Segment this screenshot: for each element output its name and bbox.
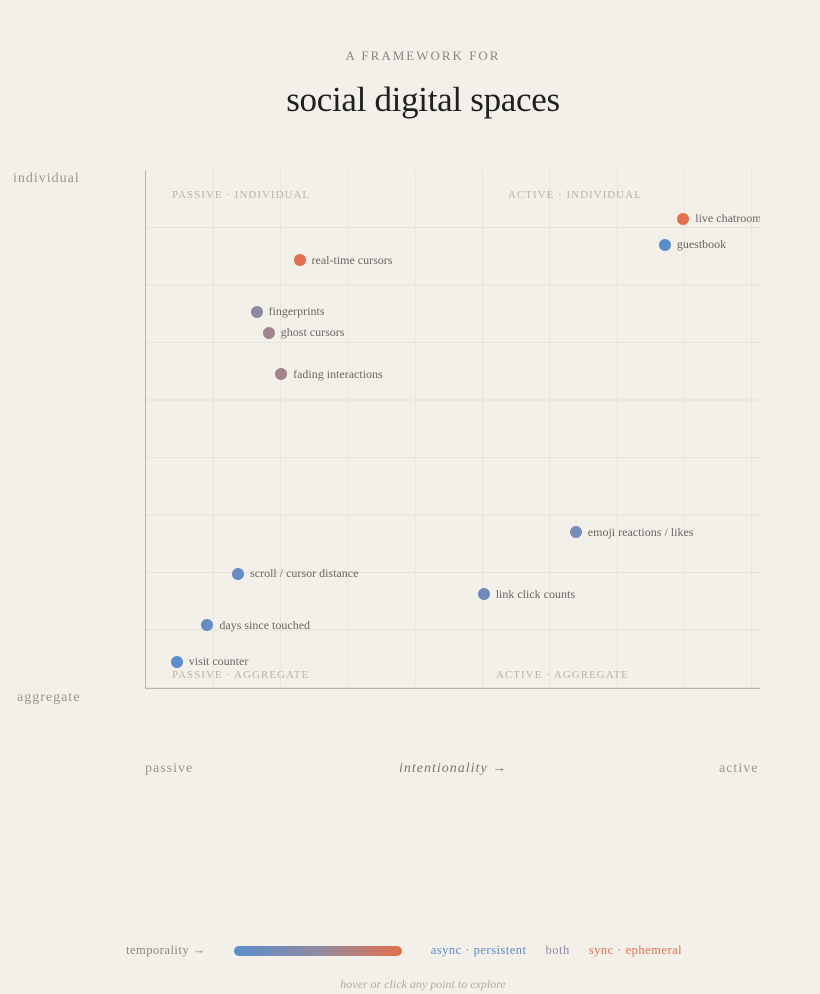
data-point[interactable]: fading interactions — [275, 367, 383, 382]
data-point[interactable]: emoji reactions / likes — [569, 524, 694, 540]
data-point-label: scroll / cursor distance — [250, 566, 359, 581]
temporality-gradient-bar — [233, 945, 402, 956]
data-point-label: emoji reactions / likes — [587, 524, 694, 539]
data-point-dot[interactable] — [569, 526, 582, 539]
interaction-hint: hover or click any point to explore — [340, 977, 506, 991]
data-point[interactable]: guestbook — [658, 237, 727, 252]
data-point-label: visit counter — [188, 654, 249, 669]
plot-grid — [146, 170, 760, 688]
y-axis-min-label: aggregate — [17, 690, 81, 705]
page-kicker: A FRAMEWORK FOR — [345, 48, 501, 63]
data-point-label: live chatroom — [695, 211, 760, 226]
data-point-dot[interactable] — [477, 588, 490, 601]
y-axis-max-label: individual — [13, 171, 80, 186]
page-title: social digital spaces — [286, 80, 560, 119]
quadrant-label-top-left: PASSIVE · INDIVIDUAL — [172, 189, 311, 201]
data-point[interactable]: ghost cursors — [262, 325, 345, 340]
x-axis-max-label: active — [719, 761, 759, 776]
legend-async: async · persistent — [430, 943, 527, 957]
data-point-dot[interactable] — [275, 368, 288, 381]
data-point[interactable]: days since touched — [201, 618, 310, 633]
data-point-dot[interactable] — [201, 619, 214, 632]
data-point[interactable]: visit counter — [170, 654, 249, 669]
data-point[interactable]: scroll / cursor distance — [232, 566, 358, 581]
data-point-label: link click counts — [495, 586, 576, 601]
data-point[interactable]: real-time cursors — [293, 252, 393, 268]
data-point-label: days since touched — [219, 617, 311, 632]
x-axis-min-label: passive — [145, 761, 194, 776]
legend-sync: sync · ephemeral — [588, 943, 683, 957]
scatter-plot: PASSIVE · INDIVIDUAL ACTIVE · INDIVIDUAL… — [145, 170, 760, 689]
data-point-dot[interactable] — [250, 305, 263, 318]
temporality-legend: temporality → async · persistent both sy… — [126, 943, 682, 958]
quadrant-label-bottom-right: ACTIVE · AGGREGATE — [496, 669, 629, 681]
data-point-label: guestbook — [676, 237, 727, 252]
data-point[interactable]: fingerprints — [250, 304, 325, 319]
x-axis-title: intentionality → — [399, 761, 508, 776]
data-point-dot[interactable] — [232, 567, 245, 580]
data-point-dot[interactable] — [293, 254, 306, 267]
data-point-label: fading interactions — [293, 366, 383, 381]
data-point-dot[interactable] — [677, 212, 690, 225]
data-point-dot[interactable] — [170, 655, 183, 668]
data-point[interactable]: live chatroom — [677, 211, 760, 226]
quadrant-label-top-right: ACTIVE · INDIVIDUAL — [508, 189, 642, 201]
legend-both: both — [545, 943, 570, 957]
data-point-dot[interactable] — [262, 326, 275, 339]
data-point-label: ghost cursors — [280, 325, 345, 340]
data-point-dot[interactable] — [658, 238, 671, 251]
quadrant-label-bottom-left: PASSIVE · AGGREGATE — [172, 669, 310, 681]
data-point[interactable]: link click counts — [477, 586, 576, 602]
data-point-label: real-time cursors — [311, 252, 393, 267]
legend-title: temporality → — [126, 943, 206, 957]
data-point-label: fingerprints — [268, 304, 325, 319]
